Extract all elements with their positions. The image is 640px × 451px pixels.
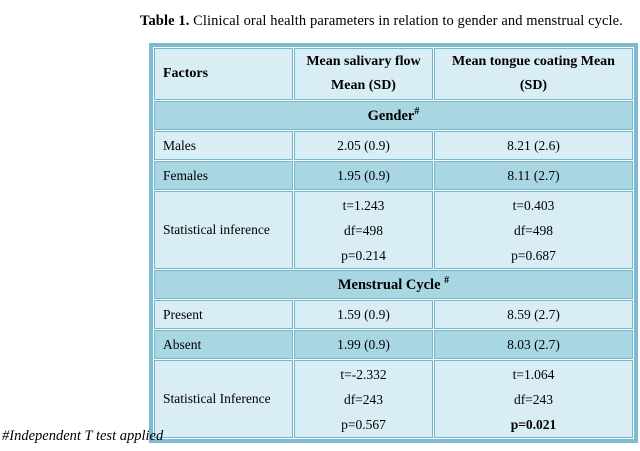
header-row: Factors Mean salivary flow Mean (SD) Mea… [154,48,633,100]
stat-menstrual-tongue: t=1.064 df=243 p=0.021 [434,360,633,438]
row-present-salivary: 1.59 (0.9) [294,300,433,329]
stat-gender-salivary-p: p=0.214 [341,247,386,263]
stat-menstrual-tongue-df: df=243 [513,391,554,407]
header-factors: Factors [154,48,293,100]
stat-gender-salivary-df: df=498 [343,222,384,238]
row-absent-label: Absent [154,330,293,359]
header-tongue-coating-line2: (SD) [519,78,548,93]
row-absent-salivary: 1.99 (0.9) [294,330,433,359]
header-salivary-flow-line1: Mean salivary flow [306,54,421,69]
stat-gender-tongue-p: p=0.687 [511,247,556,263]
table-row-stat-menstrual: Statistical Inference t=-2.332 df=243 p=… [154,360,633,438]
table-row-present: Present 1.59 (0.9) 8.59 (2.7) [154,300,633,329]
stat-gender-tongue-t: t=0.403 [512,197,555,213]
row-present-label: Present [154,300,293,329]
row-females-tongue: 8.11 (2.7) [434,161,633,190]
row-males-label: Males [154,131,293,160]
row-females-label: Females [154,161,293,190]
row-present-tongue: 8.59 (2.7) [434,300,633,329]
band-gender-cell: Gender# [154,101,633,130]
clinical-parameters-table: Factors Mean salivary flow Mean (SD) Mea… [149,43,638,443]
table-caption-number: Table 1. [140,13,190,29]
header-salivary-flow-line2: Mean (SD) [331,78,396,93]
band-menstrual-cell: Menstrual Cycle # [154,270,633,299]
footnote: #Independent T test applied [2,428,164,444]
stat-menstrual-salivary-t: t=-2.332 [340,366,387,382]
header-tongue-coating-line1: Mean tongue coating Mean [452,54,615,69]
stat-menstrual-label: Statistical Inference [154,360,293,438]
band-menstrual-sup: # [444,275,450,287]
table-row-females: Females 1.95 (0.9) 8.11 (2.7) [154,161,633,190]
table-caption-text: Clinical oral health parameters in relat… [189,13,623,29]
table-row-stat-gender: Statistical inference t=1.243 df=498 p=0… [154,191,633,269]
stat-gender-label: Statistical inference [154,191,293,269]
row-females-salivary: 1.95 (0.9) [294,161,433,190]
table-row-males: Males 2.05 (0.9) 8.21 (2.6) [154,131,633,160]
row-males-salivary: 2.05 (0.9) [294,131,433,160]
stat-gender-tongue: t=0.403 df=498 p=0.687 [434,191,633,269]
stat-menstrual-tongue-p: p=0.021 [510,416,557,432]
table-row-absent: Absent 1.99 (0.9) 8.03 (2.7) [154,330,633,359]
row-absent-tongue: 8.03 (2.7) [434,330,633,359]
header-tongue-coating: Mean tongue coating Mean (SD) [434,48,633,100]
stat-menstrual-salivary-p: p=0.567 [341,416,386,432]
band-gender-sup: # [414,106,420,118]
header-salivary-flow: Mean salivary flow Mean (SD) [294,48,433,100]
band-menstrual-label: Menstrual Cycle [337,276,441,293]
table-caption: Table 1. Clinical oral health parameters… [140,13,623,30]
stat-menstrual-tongue-t: t=1.064 [512,366,555,382]
band-gender: Gender# [154,101,633,130]
stat-gender-salivary: t=1.243 df=498 p=0.214 [294,191,433,269]
band-gender-label: Gender [367,107,415,124]
band-menstrual-cycle: Menstrual Cycle # [154,270,633,299]
stat-menstrual-salivary: t=-2.332 df=243 p=0.567 [294,360,433,438]
row-males-tongue: 8.21 (2.6) [434,131,633,160]
stat-menstrual-salivary-df: df=243 [343,391,384,407]
stat-gender-salivary-t: t=1.243 [342,197,385,213]
stat-gender-tongue-df: df=498 [513,222,554,238]
